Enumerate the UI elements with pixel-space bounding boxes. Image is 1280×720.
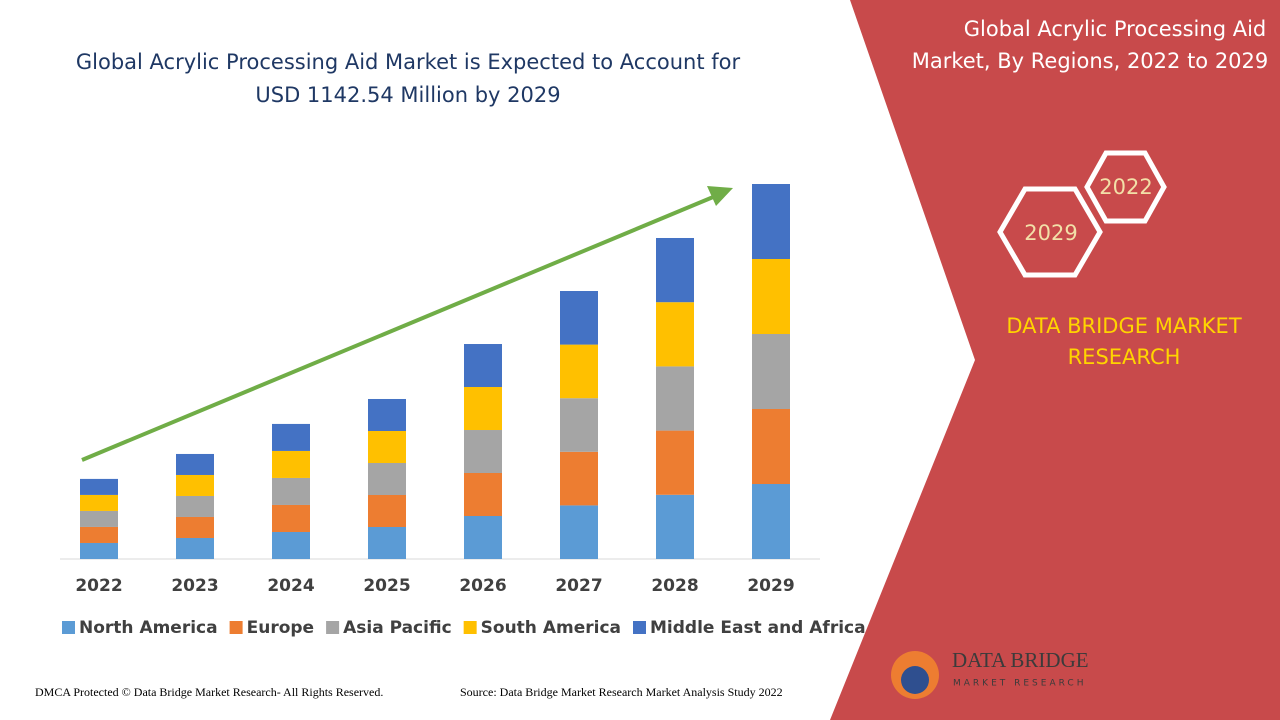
brand-line2: RESEARCH — [1068, 345, 1181, 369]
bar-segment — [272, 504, 310, 532]
legend-swatch — [463, 621, 477, 634]
bar-segment — [368, 430, 406, 463]
bar-segment — [560, 505, 598, 559]
bar-segment — [560, 398, 598, 452]
bar-segment — [464, 473, 502, 517]
bar-segment — [176, 474, 214, 496]
bar-segment — [560, 344, 598, 399]
bar-segment — [80, 478, 118, 495]
bar-segment — [80, 494, 118, 511]
trend-arrow-head — [707, 186, 733, 206]
x-tick-label: 2027 — [555, 576, 602, 596]
x-tick-label: 2024 — [267, 576, 314, 596]
legend-label: Asia Pacific — [343, 618, 452, 638]
bar-segment — [752, 484, 790, 559]
bar-segment — [272, 531, 310, 559]
legend-swatch — [229, 621, 243, 634]
bar-segment — [80, 542, 118, 559]
legend-swatch — [633, 621, 646, 634]
bar-segment — [656, 237, 694, 303]
chart-title-line2: USD 1142.54 Million by 2029 — [255, 83, 560, 107]
bar-segment — [560, 291, 598, 345]
bar-segment — [368, 526, 406, 559]
bar-segment — [656, 366, 694, 431]
bar-segment — [176, 453, 214, 475]
logo-mark — [901, 666, 929, 694]
bar-segment — [464, 387, 502, 431]
panel-title-line2: Market, By Regions, 2022 to 2029 — [912, 49, 1269, 73]
bar-segment — [272, 450, 310, 478]
bar-segment — [752, 259, 790, 334]
source: Source: Data Bridge Market Research Mark… — [460, 685, 783, 699]
bar-segment — [752, 334, 790, 409]
bar-segment — [368, 398, 406, 431]
bar-segment — [464, 344, 502, 388]
bar-segment — [368, 494, 406, 527]
bar-segment — [80, 510, 118, 527]
hexagon-label: 2029 — [1024, 221, 1077, 245]
bar-segment — [656, 430, 694, 495]
bar-segment — [656, 302, 694, 367]
bar-segment — [368, 462, 406, 495]
bar-segment — [176, 537, 214, 559]
bar-segment — [752, 184, 790, 259]
bar-segment — [272, 477, 310, 505]
bar-segment — [272, 423, 310, 451]
bar-segment — [560, 451, 598, 506]
trend-arrow — [81, 193, 719, 462]
copyright: DMCA Protected © Data Bridge Market Rese… — [35, 685, 383, 699]
bar-segment — [176, 495, 214, 517]
bar-segment — [176, 516, 214, 538]
x-tick-label: 2029 — [747, 576, 794, 596]
x-tick-label: 2028 — [651, 576, 698, 596]
bar-segment — [464, 516, 502, 559]
side-panel — [830, 0, 1280, 720]
x-tick-label: 2023 — [171, 576, 218, 596]
hexagon — [997, 186, 1103, 278]
chart-title: Global Acrylic Processing Aid Market is … — [76, 50, 741, 74]
hexagon — [1084, 150, 1167, 224]
brand: DATA BRIDGE MARKET — [1006, 314, 1241, 338]
legend-swatch — [326, 621, 340, 634]
legend-swatch — [62, 621, 75, 634]
bar-segment — [656, 494, 694, 559]
legend-label: South America — [481, 618, 621, 638]
legend-label: Europe — [247, 618, 314, 638]
logo-tagline: MARKET RESEARCH — [953, 679, 1086, 689]
x-tick-label: 2026 — [459, 576, 506, 596]
hexagon-label: 2022 — [1099, 175, 1152, 199]
legend-label: North America — [79, 618, 218, 638]
legend-label: Middle East and Africa — [650, 618, 866, 638]
logo-name: DATA BRIDGE — [952, 648, 1089, 672]
bar-segment — [752, 409, 790, 484]
x-tick-label: 2025 — [363, 576, 410, 596]
bar-segment — [464, 430, 502, 474]
panel-title: Global Acrylic Processing Aid — [964, 17, 1267, 41]
x-tick-label: 2022 — [75, 576, 122, 596]
bar-segment — [80, 526, 118, 543]
